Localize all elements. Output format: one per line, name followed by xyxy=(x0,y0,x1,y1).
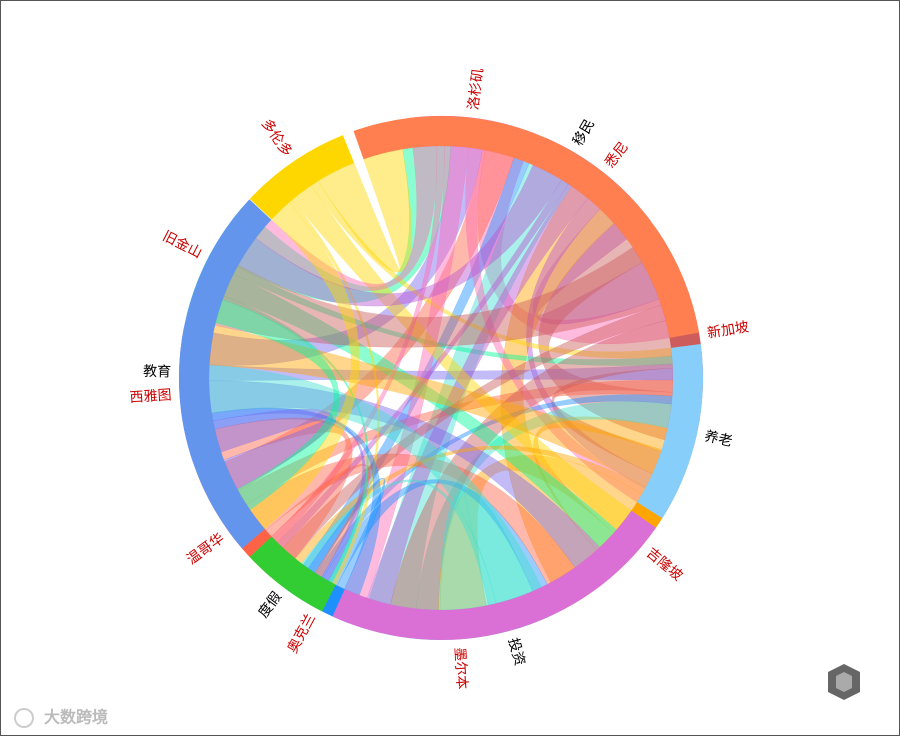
group-arc xyxy=(353,115,700,338)
ribbon xyxy=(311,180,673,359)
ribbon xyxy=(438,455,643,611)
target-label: 新加坡 xyxy=(706,319,750,342)
ribbon xyxy=(249,202,360,530)
watermark: 大数跨境 xyxy=(44,708,108,727)
ribbon xyxy=(532,208,660,325)
target-label: 西雅图 xyxy=(129,387,172,406)
ribbon xyxy=(538,222,673,441)
ribbon xyxy=(344,145,470,599)
logo xyxy=(828,664,860,700)
group-arc xyxy=(249,135,355,220)
ribbon xyxy=(209,145,484,366)
ribbon xyxy=(307,478,386,590)
ribbon xyxy=(302,157,530,574)
ribbons xyxy=(208,145,674,611)
group-arc xyxy=(179,199,272,549)
source-label: 养老 xyxy=(703,428,734,450)
ribbon xyxy=(265,464,371,578)
group-arc xyxy=(636,343,703,519)
group-arc xyxy=(249,536,336,612)
ribbon xyxy=(301,479,497,606)
source-label: 投资 xyxy=(505,636,528,667)
ribbon xyxy=(208,363,674,382)
target-label: 墨尔本 xyxy=(451,647,470,690)
ribbon xyxy=(526,198,653,489)
source-label: 教育 xyxy=(143,364,171,381)
ribbon xyxy=(317,148,412,273)
ribbon xyxy=(211,408,382,596)
group-arc xyxy=(332,510,657,640)
target-label: 洛杉矶 xyxy=(466,67,487,111)
ribbon xyxy=(222,295,369,584)
ribbon xyxy=(390,320,674,611)
ribbon xyxy=(440,488,534,611)
watermark-icon xyxy=(14,708,34,728)
ribbon xyxy=(208,364,542,604)
